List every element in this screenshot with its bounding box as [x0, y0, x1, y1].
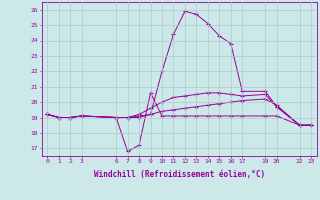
X-axis label: Windchill (Refroidissement éolien,°C): Windchill (Refroidissement éolien,°C)	[94, 170, 265, 179]
